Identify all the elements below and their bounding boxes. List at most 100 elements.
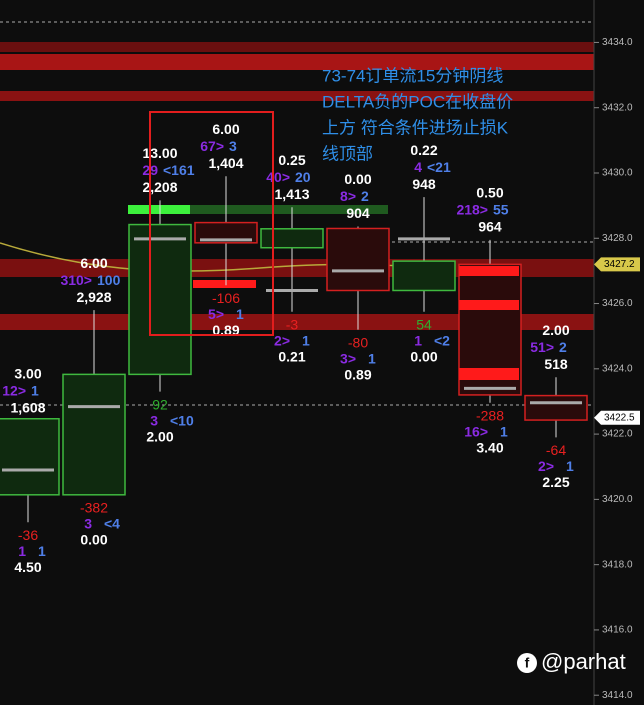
delta: -382: [80, 500, 108, 516]
ratio-left: 8>: [340, 188, 356, 204]
stripe: [459, 300, 519, 310]
ratio-left: 2>: [538, 458, 554, 474]
stripes: [459, 266, 519, 380]
price-tag-label: 3422.5: [604, 412, 635, 423]
ratio-right: 1: [31, 383, 39, 399]
delta: 54: [416, 316, 432, 332]
ratio-left: 310>: [60, 272, 92, 288]
y-tick-label: 3428.0: [602, 233, 633, 244]
delta: -80: [348, 334, 368, 350]
bottom-stat: 0.00: [80, 532, 107, 548]
delta: -64: [546, 442, 566, 458]
price-tag: [594, 257, 640, 272]
ratio-right: 2: [361, 188, 369, 204]
top-stat: 6.00: [80, 255, 107, 271]
ratio-right: 1: [368, 350, 376, 366]
volume: 518: [544, 356, 568, 372]
top-stat: 0.25: [278, 152, 305, 168]
annotation-line: 线顶部: [322, 144, 373, 163]
y-tick-label: 3414.0: [602, 690, 633, 701]
bottom-stat: 0.89: [344, 366, 371, 382]
volume: 948: [412, 176, 436, 192]
y-tick-label: 3418.0: [602, 559, 633, 570]
volume: 1,404: [208, 155, 243, 171]
stripe: [459, 368, 519, 380]
band: [0, 42, 594, 52]
ratio-right: 1: [302, 332, 310, 348]
logo-letter: f: [525, 655, 530, 671]
y-tick-label: 3416.0: [602, 625, 633, 636]
y-tick-label: 3422.0: [602, 429, 633, 440]
ratio-left: 1: [18, 543, 26, 559]
ratio-right: 100: [97, 272, 121, 288]
delta: -106: [212, 290, 240, 306]
band: [128, 205, 190, 214]
watermark-text: @parhat: [541, 649, 626, 674]
top-stat: 0.22: [410, 142, 437, 158]
ratio-right: <4: [104, 516, 120, 532]
ratio-right: <2: [434, 332, 450, 348]
watermark: f @parhat: [517, 649, 626, 674]
ratio-left: 4: [414, 159, 422, 175]
top-stat: 6.00: [212, 121, 239, 137]
y-tick-label: 3430.0: [602, 168, 633, 179]
ratio-right: 1: [566, 458, 574, 474]
candle-body: [392, 260, 456, 292]
logo: [517, 653, 537, 673]
ratio-left: 1: [414, 332, 422, 348]
ratio-left: 67>: [200, 138, 224, 154]
ratio-right: <10: [170, 412, 194, 428]
ratio-left: 40>: [266, 169, 290, 185]
delta: -288: [476, 407, 504, 423]
ratio-left: 5>: [208, 306, 224, 322]
ratio-left: 12>: [2, 383, 26, 399]
band: [0, 91, 594, 101]
bottom-stat: 2.00: [146, 428, 173, 444]
bottom-stat: 0.00: [410, 348, 437, 364]
price-tag: [594, 410, 640, 425]
ratio-left: 218>: [456, 202, 488, 218]
y-tick-label: 3420.0: [602, 494, 633, 505]
candle-body: [194, 221, 258, 244]
candle-body: [524, 394, 588, 421]
volume: 2,928: [76, 289, 111, 305]
highlight-box: [149, 111, 274, 336]
annotation-line: 73-74订单流15分钟阴线: [322, 66, 503, 85]
band: [128, 205, 388, 214]
candle-body: [0, 418, 60, 496]
ratio-left: 3: [84, 516, 92, 532]
ratio-left: 3: [150, 412, 158, 428]
volume: 1,413: [274, 186, 309, 202]
ratio-right: 55: [493, 202, 509, 218]
ratio-left: 2>: [274, 332, 290, 348]
top-stat: 13.00: [142, 145, 177, 161]
ratio-right: <161: [163, 162, 195, 178]
y-tick-label: 3432.0: [602, 102, 633, 113]
ratio-left: 16>: [464, 423, 488, 439]
bottom-stat: 3.40: [476, 439, 503, 455]
delta: -3: [286, 316, 299, 332]
ratio-right: <21: [427, 159, 451, 175]
price-tag-label: 3427.2: [604, 259, 635, 270]
bottom-stat: 0.21: [278, 348, 305, 364]
candle-body: [326, 227, 390, 292]
ratio-right: 1: [236, 306, 244, 322]
annotation-line: 上方 符合条件进场止损K: [322, 118, 509, 137]
candle-body: [128, 223, 192, 376]
volume: 2,208: [142, 179, 177, 195]
volume: 904: [346, 205, 370, 221]
candle-body: [62, 373, 126, 496]
bottom-stat: 2.25: [542, 474, 569, 490]
y-tick-label: 3424.0: [602, 363, 633, 374]
ratio-left: 51>: [530, 339, 554, 355]
ratio-right: 2: [559, 339, 567, 355]
y-tick-label: 3426.0: [602, 298, 633, 309]
ratio-right: 1: [38, 543, 46, 559]
bottom-stat: 0.89: [212, 322, 239, 338]
top-stat: 3.00: [14, 366, 41, 382]
delta: 92: [152, 396, 168, 412]
delta: -36: [18, 527, 38, 543]
